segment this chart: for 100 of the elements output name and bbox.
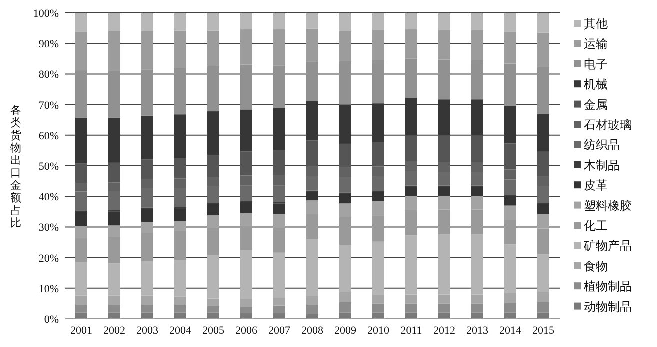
bar <box>108 162 120 183</box>
bar <box>76 304 88 313</box>
bar <box>340 13 352 32</box>
legend-label: 电子 <box>584 57 608 72</box>
bar <box>306 304 318 314</box>
x-tick-label: 2011 <box>400 325 422 337</box>
bar <box>208 298 220 306</box>
bar <box>142 160 154 180</box>
bar <box>274 13 286 30</box>
y-tick-label: 80% <box>38 69 59 82</box>
bar <box>240 299 252 308</box>
bar <box>406 304 418 313</box>
bar <box>372 13 384 30</box>
bar <box>538 302 550 313</box>
x-tick-label: 2002 <box>104 325 126 337</box>
bar <box>504 293 516 304</box>
bar <box>240 250 252 300</box>
bar <box>372 295 384 304</box>
x-tick-label: 2014 <box>500 325 522 337</box>
bar <box>372 192 384 202</box>
legend-label: 机械 <box>584 78 608 92</box>
legend-label: 食物 <box>584 259 608 274</box>
y-tick-label: 0% <box>44 314 59 326</box>
bar <box>438 136 450 162</box>
x-tick-label: 2001 <box>70 325 92 337</box>
bar <box>208 155 220 178</box>
x-tick-label: 2010 <box>368 325 390 337</box>
bar <box>274 150 286 176</box>
bar <box>504 244 516 294</box>
bar <box>406 312 418 319</box>
legend-label: 化工 <box>584 219 608 233</box>
y-tick-label: 90% <box>38 38 59 51</box>
bar <box>306 239 318 296</box>
bar <box>174 13 186 31</box>
bar <box>240 110 252 152</box>
bar <box>142 13 154 32</box>
bar <box>142 304 154 313</box>
bar <box>504 196 516 206</box>
bar <box>240 202 252 214</box>
bar <box>240 152 252 176</box>
bar <box>406 187 418 196</box>
bar <box>174 305 186 313</box>
bar <box>76 13 88 32</box>
bar <box>538 312 550 319</box>
bar <box>504 106 516 144</box>
bar <box>208 13 220 31</box>
bar <box>504 303 516 313</box>
x-tick-label: 2007 <box>268 325 291 337</box>
x-tick-label: 2004 <box>170 325 192 337</box>
bar <box>472 100 484 136</box>
bar <box>108 296 120 305</box>
bar <box>406 13 418 30</box>
bar <box>108 312 120 319</box>
bar <box>538 254 550 292</box>
bar <box>340 194 352 204</box>
bar <box>174 260 186 297</box>
bar <box>472 304 484 313</box>
bar <box>306 296 318 305</box>
bar <box>306 101 318 141</box>
bar <box>274 204 286 214</box>
x-tick-label: 2015 <box>532 325 555 337</box>
bar <box>142 296 154 305</box>
bar <box>174 158 186 179</box>
bar <box>174 312 186 319</box>
bar <box>472 312 484 319</box>
y-tick-label: 40% <box>38 192 59 204</box>
bar <box>438 312 450 319</box>
bar <box>472 234 484 295</box>
bar <box>372 142 384 167</box>
bar <box>504 13 516 32</box>
bar <box>472 294 484 304</box>
legend-label: 其他 <box>584 17 608 31</box>
y-tick-label: 100% <box>33 8 59 20</box>
y-tick-label: 50% <box>38 161 59 173</box>
legend-label: 矿物产品 <box>583 239 632 254</box>
bar <box>208 312 220 319</box>
bar <box>142 261 154 296</box>
bar <box>472 13 484 30</box>
bar <box>438 234 450 295</box>
bar <box>108 264 120 296</box>
bar <box>240 13 252 30</box>
bar <box>504 144 516 170</box>
bar <box>274 306 286 314</box>
bar <box>240 313 252 319</box>
bar <box>108 118 120 163</box>
bar <box>438 187 450 196</box>
bar <box>406 294 418 304</box>
legend-label: 植物制品 <box>584 280 632 294</box>
legend-label: 木制品 <box>584 158 620 172</box>
bar <box>438 100 450 136</box>
y-tick-label: 20% <box>38 252 59 265</box>
y-tick-label: 10% <box>38 283 59 296</box>
bar <box>406 236 418 295</box>
bar <box>76 164 88 184</box>
bar <box>406 98 418 136</box>
bar <box>274 252 286 298</box>
y-tick-label: 30% <box>38 222 59 234</box>
bar <box>142 209 154 222</box>
bar <box>538 152 550 176</box>
bar <box>372 312 384 319</box>
